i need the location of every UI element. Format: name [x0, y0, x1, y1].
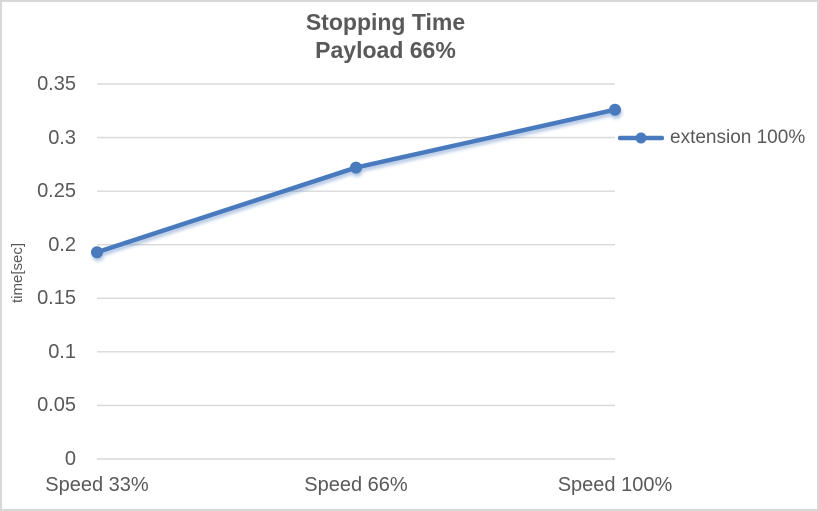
x-tick-label: Speed 66% [304, 474, 408, 496]
y-axis-title: time[sec] [9, 243, 26, 304]
chart-title: Stopping Time Payload 66% [2, 8, 769, 64]
legend-label: extension 100% [670, 127, 806, 148]
y-axis: 0 0.05 0.1 0.15 0.2 0.25 0.3 0.35 [2, 2, 76, 509]
chart-title-line2: Payload 66% [315, 37, 456, 63]
legend: extension 100% [618, 127, 805, 149]
y-tick-label: 0.3 [48, 126, 76, 149]
y-tick-label: 0.2 [48, 233, 76, 256]
y-tick-label: 0.25 [37, 180, 76, 203]
x-tick-label: Speed 100% [557, 474, 673, 496]
series-line [94, 107, 618, 255]
legend-line-marker-icon [618, 132, 664, 144]
y-tick-label: 0.05 [37, 394, 76, 417]
data-point-marker [91, 246, 103, 259]
x-axis: Speed 33% Speed 66% Speed 100% [2, 472, 817, 502]
y-tick-label: 0.1 [48, 340, 76, 363]
data-point-marker [350, 161, 362, 174]
y-tick-label: 0.15 [37, 287, 76, 310]
data-point-marker [609, 103, 621, 116]
chart-title-line1: Stopping Time [305, 9, 466, 35]
series-extension-100- [91, 103, 621, 259]
y-tick-label: 0.35 [37, 73, 76, 95]
y-tick-label: 0 [64, 448, 76, 470]
x-tick-label: Speed 33% [45, 474, 149, 496]
